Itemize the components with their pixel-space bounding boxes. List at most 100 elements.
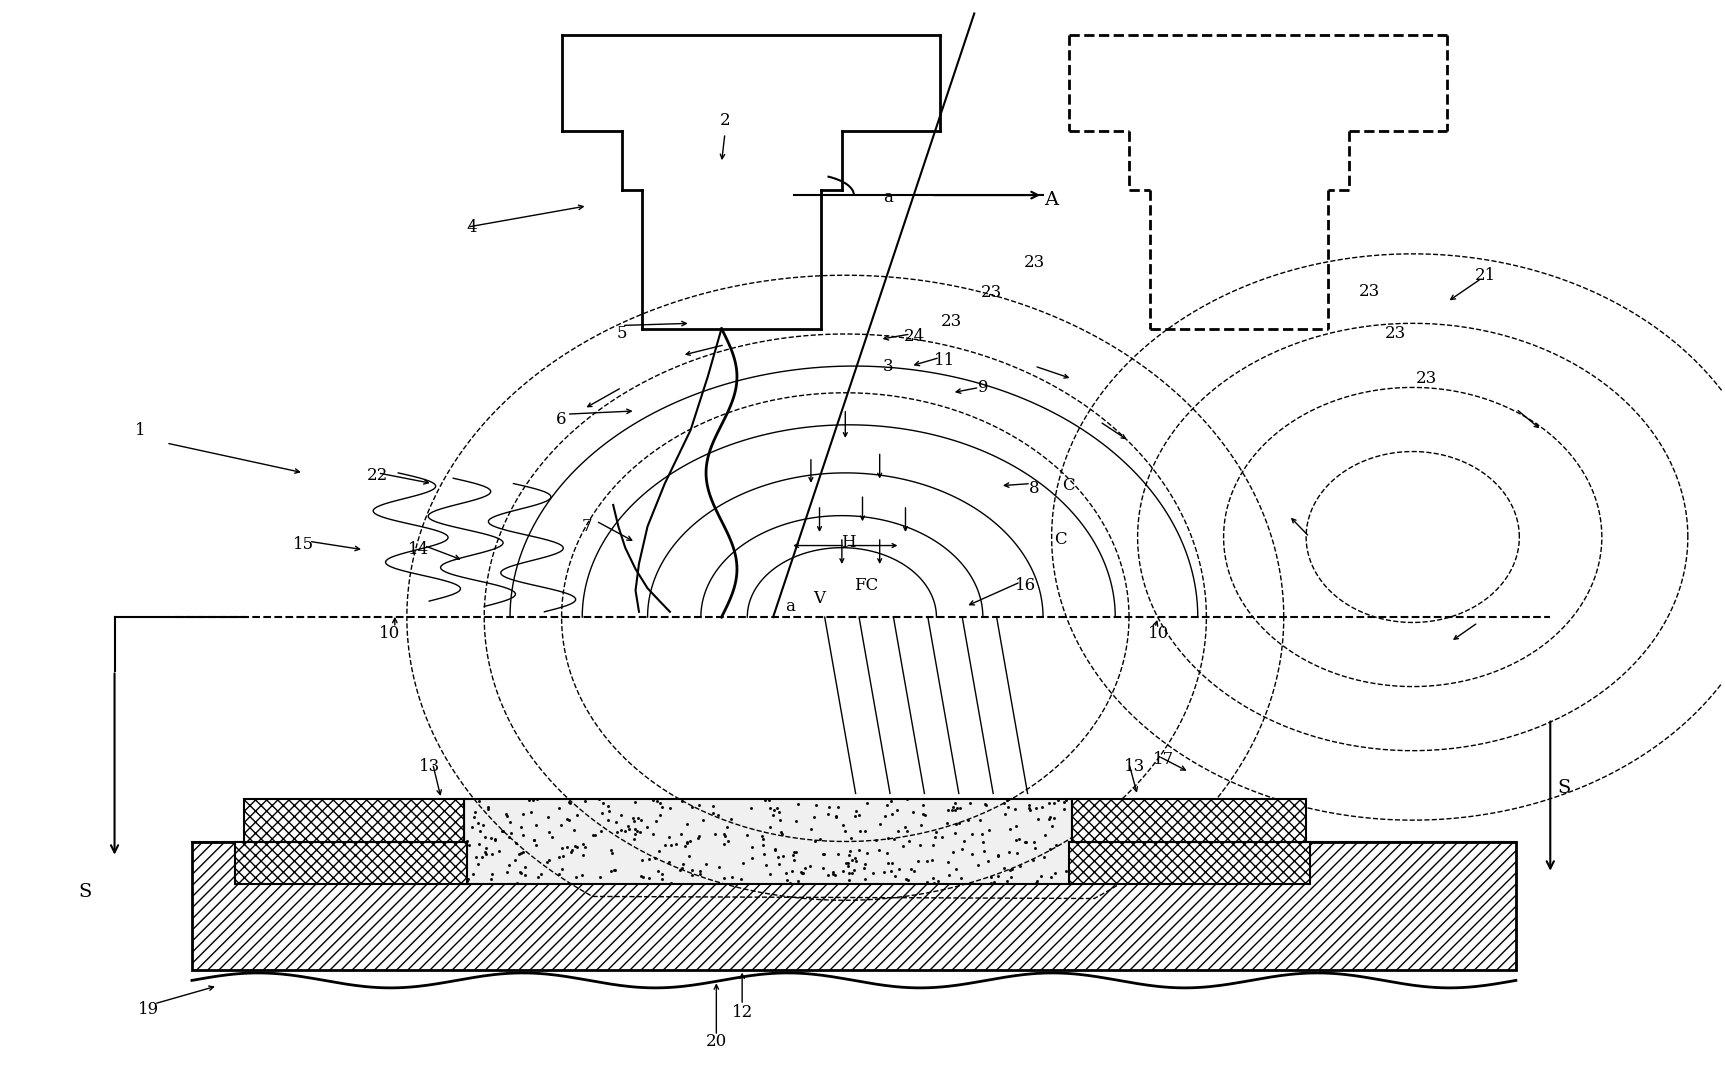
- Point: [802, 796, 830, 813]
- Point: [585, 790, 612, 808]
- Text: 5: 5: [616, 325, 626, 343]
- Point: [894, 790, 921, 808]
- Text: H: H: [842, 534, 856, 551]
- Point: [768, 824, 795, 841]
- Point: [935, 866, 963, 883]
- Point: [764, 848, 792, 866]
- Text: 20: 20: [706, 1033, 726, 1049]
- Point: [750, 845, 778, 862]
- Point: [524, 869, 552, 886]
- Point: [852, 870, 880, 887]
- Point: [454, 832, 481, 850]
- Point: [938, 798, 966, 815]
- Text: 19: 19: [138, 1001, 159, 1018]
- Point: [709, 836, 737, 853]
- Point: [597, 841, 624, 858]
- Point: [699, 804, 726, 822]
- Point: [823, 808, 850, 825]
- Text: A: A: [1045, 191, 1059, 209]
- Point: [761, 841, 788, 858]
- Point: [1002, 831, 1030, 848]
- Point: [973, 853, 1000, 870]
- Point: [580, 827, 607, 844]
- Point: [994, 792, 1021, 809]
- Text: 23: 23: [1385, 325, 1406, 343]
- Point: [971, 796, 999, 813]
- Point: [956, 795, 983, 812]
- Point: [866, 842, 894, 859]
- Point: [711, 827, 738, 844]
- Point: [624, 810, 652, 827]
- Point: [509, 827, 536, 844]
- Point: [854, 844, 881, 861]
- Point: [490, 823, 518, 840]
- Point: [621, 826, 649, 843]
- Point: [909, 806, 937, 823]
- Text: 23: 23: [942, 313, 963, 330]
- Point: [913, 873, 940, 890]
- Point: [737, 799, 764, 816]
- Point: [788, 865, 816, 882]
- Point: [957, 825, 985, 842]
- Point: [687, 862, 714, 880]
- Point: [462, 848, 490, 866]
- Point: [871, 863, 899, 881]
- Point: [978, 869, 1006, 886]
- Point: [588, 795, 616, 812]
- Point: [469, 848, 497, 866]
- Point: [880, 830, 907, 847]
- Text: FC: FC: [854, 577, 878, 594]
- Point: [485, 842, 512, 859]
- Point: [673, 833, 700, 851]
- Point: [495, 828, 523, 845]
- Point: [662, 836, 690, 853]
- Point: [635, 851, 662, 868]
- Point: [626, 823, 654, 840]
- Point: [925, 872, 952, 889]
- Point: [945, 799, 973, 816]
- Point: [825, 799, 852, 816]
- Point: [892, 818, 919, 836]
- Point: [614, 821, 642, 838]
- Point: [845, 842, 873, 859]
- Point: [645, 842, 673, 859]
- Point: [994, 872, 1021, 889]
- Point: [669, 859, 697, 876]
- Point: [850, 860, 878, 877]
- Point: [819, 866, 847, 883]
- Point: [704, 807, 731, 824]
- Point: [890, 838, 918, 855]
- Point: [768, 826, 795, 843]
- Point: [557, 841, 585, 858]
- Point: [549, 847, 576, 865]
- Point: [781, 812, 809, 829]
- Point: [909, 797, 937, 814]
- Point: [900, 862, 928, 880]
- Point: [762, 800, 790, 817]
- Point: [780, 852, 807, 869]
- Point: [944, 799, 971, 816]
- Point: [785, 796, 812, 813]
- Point: [718, 869, 745, 886]
- Point: [643, 793, 671, 810]
- Point: [919, 869, 947, 886]
- Point: [873, 796, 900, 813]
- Point: [581, 826, 609, 843]
- Text: 17: 17: [1152, 751, 1175, 768]
- Point: [933, 815, 961, 832]
- Text: 23: 23: [1359, 282, 1380, 300]
- Point: [766, 803, 794, 821]
- Point: [899, 803, 926, 821]
- Point: [862, 831, 890, 848]
- Point: [845, 807, 873, 824]
- Point: [545, 848, 573, 866]
- Point: [840, 808, 868, 825]
- Point: [678, 861, 706, 879]
- Point: [554, 839, 581, 856]
- Point: [511, 867, 538, 884]
- Point: [497, 814, 524, 831]
- Point: [519, 792, 547, 809]
- Point: [894, 823, 921, 840]
- Point: [780, 843, 807, 860]
- Point: [555, 795, 583, 812]
